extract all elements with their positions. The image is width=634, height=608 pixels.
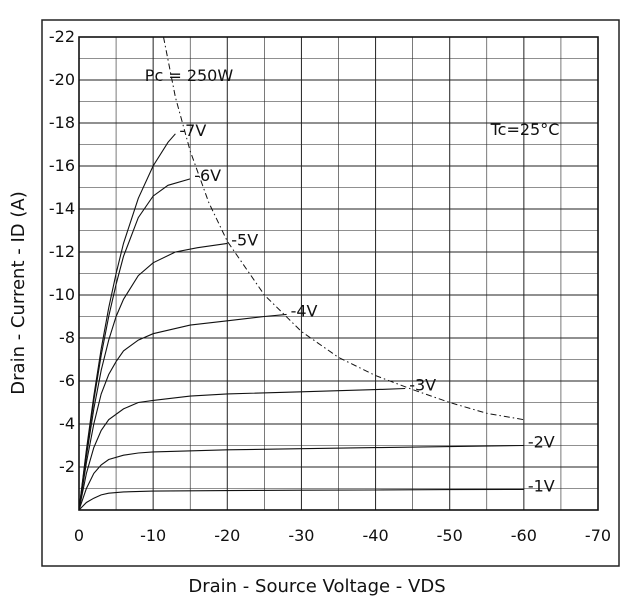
y-tick-label: -10 bbox=[49, 285, 75, 304]
x-tick-label: -60 bbox=[511, 526, 537, 545]
series-line bbox=[78, 178, 191, 511]
y-tick-label: -2 bbox=[59, 457, 75, 476]
y-tick-label: -12 bbox=[49, 242, 75, 261]
x-tick-label: -70 bbox=[585, 526, 611, 545]
y-axis-title: Drain - Current - ID (A) bbox=[8, 191, 29, 394]
power-limit-label: Pc = 250W bbox=[145, 66, 234, 85]
y-tick-label: -6 bbox=[59, 371, 75, 390]
x-tick-label: -50 bbox=[437, 526, 463, 545]
series-line bbox=[78, 313, 287, 511]
y-tick-label: -16 bbox=[49, 156, 75, 175]
curve-labels: -7V -6V -5V -4V -3V -2V -1V bbox=[179, 121, 554, 496]
series-line bbox=[78, 488, 524, 511]
y-tick-label: -4 bbox=[59, 414, 75, 433]
y-tick-label: -18 bbox=[49, 113, 75, 132]
x-tick-label: -20 bbox=[214, 526, 240, 545]
y-tick-label: -20 bbox=[49, 70, 75, 89]
x-tick-label: -40 bbox=[363, 526, 389, 545]
series-line bbox=[78, 242, 228, 511]
series-label: -1V bbox=[528, 476, 555, 495]
curves bbox=[78, 36, 524, 511]
grid bbox=[78, 36, 599, 511]
series-label: -2V bbox=[528, 433, 555, 452]
plot-area-border bbox=[78, 36, 599, 511]
temperature-label: Tc=25°C bbox=[490, 120, 560, 139]
power-limit-curve bbox=[163, 36, 524, 421]
y-tick-label: -22 bbox=[49, 27, 75, 46]
y-tick-label: -8 bbox=[59, 328, 75, 347]
series-label: -7V bbox=[179, 121, 206, 140]
series-line bbox=[78, 387, 406, 511]
x-tick-label: -10 bbox=[140, 526, 166, 545]
x-axis-title: Drain - Source Voltage - VDS bbox=[188, 576, 445, 597]
series-label: -6V bbox=[194, 166, 221, 185]
x-tick-label: 0 bbox=[74, 526, 84, 545]
series-label: -5V bbox=[231, 230, 258, 249]
series-label: -4V bbox=[291, 301, 318, 320]
y-tick-label: -14 bbox=[49, 199, 75, 218]
tick-labels: 0 -10 -20 -30 -40 -50 -60 -70 -2 -4 -6 -8 -10 -12 -14 -… bbox=[49, 27, 611, 545]
series-label: -3V bbox=[409, 376, 436, 395]
series-line bbox=[78, 444, 524, 511]
x-tick-label: -30 bbox=[288, 526, 314, 545]
chart-frame bbox=[41, 19, 620, 567]
